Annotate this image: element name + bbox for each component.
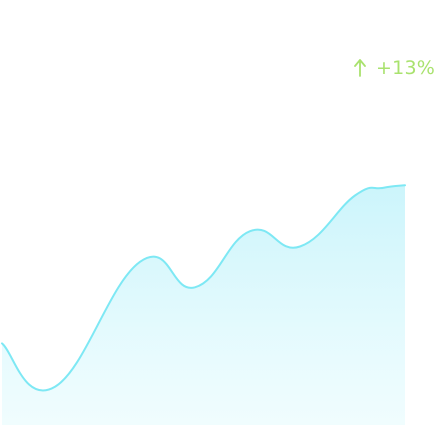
trend-badge: +13% [353,58,435,78]
chart-area-fill [2,185,405,425]
arrow-up-icon [353,58,367,78]
chart-series-line [1,184,406,392]
trend-percentage: +13% [376,56,435,79]
